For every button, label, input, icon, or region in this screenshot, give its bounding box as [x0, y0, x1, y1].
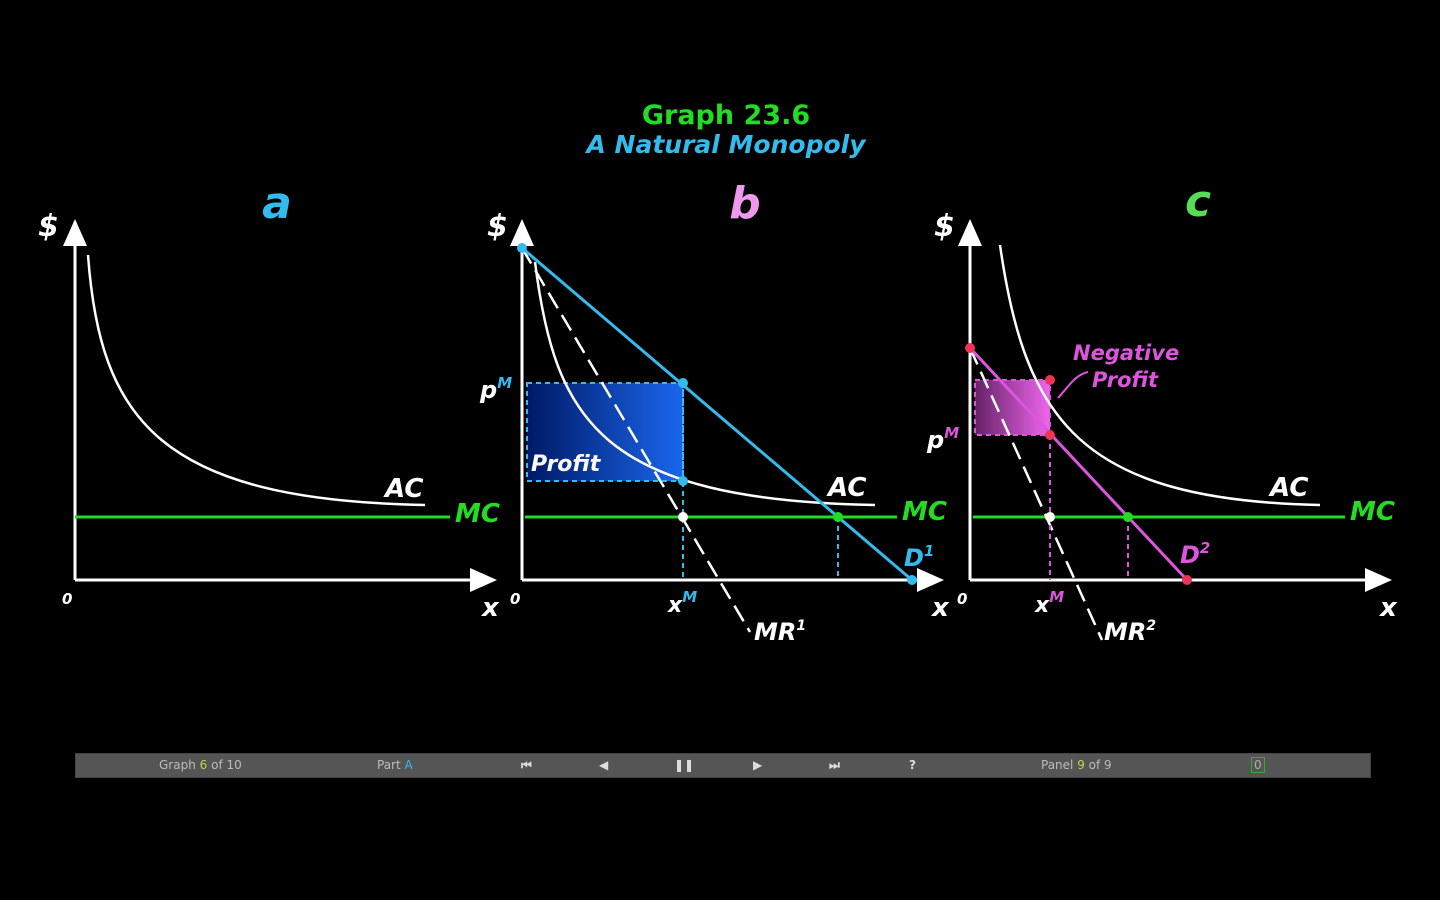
panel-letter: c: [1185, 176, 1211, 227]
neg-profit-label-1: Negative: [1073, 341, 1179, 365]
x-axis-label: x: [930, 593, 950, 623]
ac-label: AC: [1268, 473, 1308, 503]
negative-profit-area: [974, 379, 1051, 436]
first-button[interactable]: ⏮: [521, 758, 532, 772]
prev-button[interactable]: ◀: [599, 758, 609, 772]
price-label: pM: [926, 424, 959, 454]
graph-number: 6: [199, 758, 208, 772]
ac-label: AC: [383, 474, 423, 504]
demand-line: [521, 246, 913, 582]
ac-curve: [533, 261, 876, 507]
y-axis-label: $: [934, 209, 955, 244]
origin-label: 0: [957, 590, 967, 608]
point: [678, 512, 688, 522]
origin-label: 0: [510, 590, 520, 608]
demand-label: D1: [904, 542, 934, 572]
panel-suffix: of 9: [1088, 758, 1112, 772]
demand-label: D2: [1180, 539, 1210, 569]
panel-letter: a: [262, 178, 292, 229]
qty-label: xM: [1034, 588, 1064, 618]
part-value: A: [404, 758, 413, 772]
qty-label: xM: [667, 588, 697, 618]
panel-number: 9: [1077, 758, 1085, 772]
neg-profit-label-2: Profit: [1092, 368, 1159, 392]
point: [678, 476, 688, 486]
point: [517, 243, 527, 253]
panel-b: b $ pM Profit AC MC D1 0 xM MR1 x: [479, 178, 950, 646]
y-axis-label: $: [38, 209, 59, 244]
ac-label: AC: [826, 473, 866, 503]
graph-suffix: of 10: [211, 758, 242, 772]
last-button[interactable]: ⏭: [829, 758, 840, 772]
mc-label: MC: [902, 497, 947, 527]
control-bar: Graph 6 of 10 Part A ⏮ ◀ ❚❚ ▶ ⏭ ? Panel …: [75, 753, 1371, 778]
point: [1045, 512, 1055, 522]
graph-subtitle: A Natural Monopoly: [584, 130, 867, 159]
part-prefix: Part: [377, 758, 401, 772]
panel-counter: Panel 9 of 9: [1041, 758, 1112, 772]
mr-label: MR1: [754, 618, 806, 646]
panel-letter: b: [729, 178, 761, 229]
point: [1123, 512, 1133, 522]
profit-area: [526, 382, 684, 482]
x-axis-label: x: [1378, 593, 1398, 623]
mc-label: MC: [455, 499, 500, 529]
mc-label: MC: [1350, 497, 1395, 527]
point: [1045, 430, 1055, 440]
profit-label: Profit: [531, 452, 602, 477]
pause-button[interactable]: ❚❚: [674, 758, 695, 772]
point: [907, 575, 917, 585]
point: [833, 512, 843, 522]
panel-c: c $ Negative Profit pM AC MC D2 0 xM MR2…: [926, 176, 1398, 646]
part-indicator[interactable]: Part A: [377, 758, 413, 772]
graph-title: Graph 23.6: [642, 100, 810, 131]
price-label: pM: [479, 374, 512, 404]
y-axis-label: $: [487, 209, 508, 244]
next-button[interactable]: ▶: [753, 758, 763, 772]
x-axis-label: x: [480, 593, 500, 623]
point: [965, 343, 975, 353]
graph-prefix: Graph: [159, 758, 196, 772]
ac-curve: [86, 254, 426, 507]
point: [1045, 375, 1055, 385]
mr-line: [968, 347, 1104, 641]
panel-a: a $ AC MC 0 x: [38, 178, 500, 623]
point: [678, 378, 688, 388]
arrow-icon: [1057, 371, 1089, 399]
mr-label: MR2: [1104, 618, 1156, 646]
toggle-button[interactable]: 0: [1251, 757, 1265, 773]
mr-line: [520, 247, 752, 633]
help-button[interactable]: ?: [909, 758, 916, 772]
ac-curve: [998, 244, 1321, 507]
origin-label: 0: [62, 590, 72, 608]
demand-line: [968, 346, 1189, 582]
point: [1182, 575, 1192, 585]
graph-counter: Graph 6 of 10: [159, 758, 242, 772]
panel-prefix: Panel: [1041, 758, 1074, 772]
